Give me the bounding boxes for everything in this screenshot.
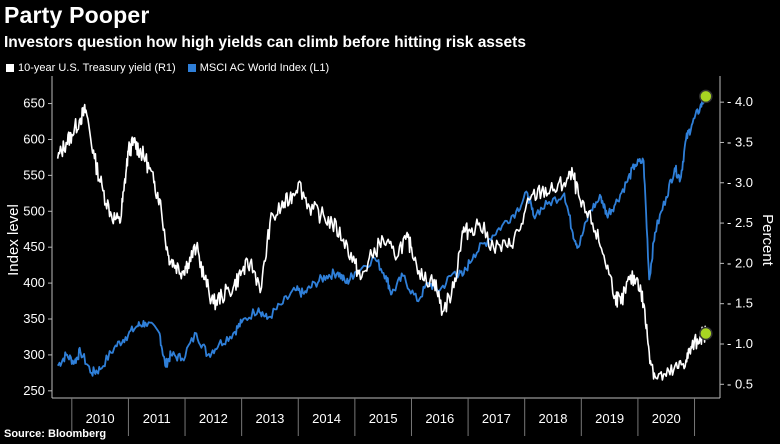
left-tick-label-4: 450 xyxy=(23,239,45,254)
left-tick-label-3: 400 xyxy=(23,275,45,290)
right-tick-label-3: - 2.0 xyxy=(727,255,753,270)
x-tick-label-0: 2010 xyxy=(86,411,115,426)
x-tick-label-3: 2013 xyxy=(255,411,284,426)
left-tick-label-8: 650 xyxy=(23,96,45,111)
y-axis-title-left: Index level xyxy=(5,204,22,276)
chart-legend: 10-year U.S. Treasury yield (R1) MSCI AC… xyxy=(6,62,329,74)
x-tick-label-2: 2012 xyxy=(199,411,228,426)
legend-item-msci: MSCI AC World Index (L1) xyxy=(187,62,330,74)
right-tick-label-6: - 3.5 xyxy=(727,134,753,149)
left-tick-label-1: 300 xyxy=(23,347,45,362)
right-tick-label-5: - 3.0 xyxy=(727,175,753,190)
left-tick-label-5: 500 xyxy=(23,203,45,218)
end-marker-treasury xyxy=(699,326,713,341)
right-tick-label-1: - 1.0 xyxy=(727,336,753,351)
right-tick-label-2: - 1.5 xyxy=(727,296,753,311)
x-tick-label-4: 2014 xyxy=(312,411,341,426)
left-tick-label-7: 600 xyxy=(23,131,45,146)
legend-swatch-treasury xyxy=(6,64,14,72)
series-line-treasury xyxy=(56,103,707,381)
right-tick-label-7: - 4.0 xyxy=(727,94,753,109)
legend-item-treasury: 10-year U.S. Treasury yield (R1) xyxy=(6,62,176,74)
end-marker-msci xyxy=(699,89,713,104)
x-tick-label-7: 2017 xyxy=(482,411,511,426)
legend-label-treasury: 10-year U.S. Treasury yield (R1) xyxy=(18,62,176,74)
right-tick-label-0: - 0.5 xyxy=(727,376,753,391)
left-tick-label-0: 250 xyxy=(23,383,45,398)
chart-title: Party Pooper xyxy=(4,2,150,28)
chart-subtitle: Investors question how high yields can c… xyxy=(4,34,526,51)
x-tick-label-5: 2015 xyxy=(369,411,398,426)
x-tick-label-1: 2011 xyxy=(143,411,171,426)
left-tick-label-6: 550 xyxy=(23,167,45,182)
series-line-msci xyxy=(57,92,707,377)
x-tick-label-6: 2016 xyxy=(425,411,454,426)
x-tick-label-9: 2019 xyxy=(595,411,624,426)
legend-label-msci: MSCI AC World Index (L1) xyxy=(199,62,330,74)
left-tick-label-2: 350 xyxy=(23,311,45,326)
legend-swatch-msci xyxy=(187,64,196,72)
x-tick-label-8: 2018 xyxy=(539,411,568,426)
right-tick-label-4: - 2.5 xyxy=(727,215,753,230)
y-axis-title-right: Percent xyxy=(759,214,776,267)
source-note: Source: Bloomberg xyxy=(4,428,107,440)
x-tick-label-10: 2020 xyxy=(652,411,681,426)
